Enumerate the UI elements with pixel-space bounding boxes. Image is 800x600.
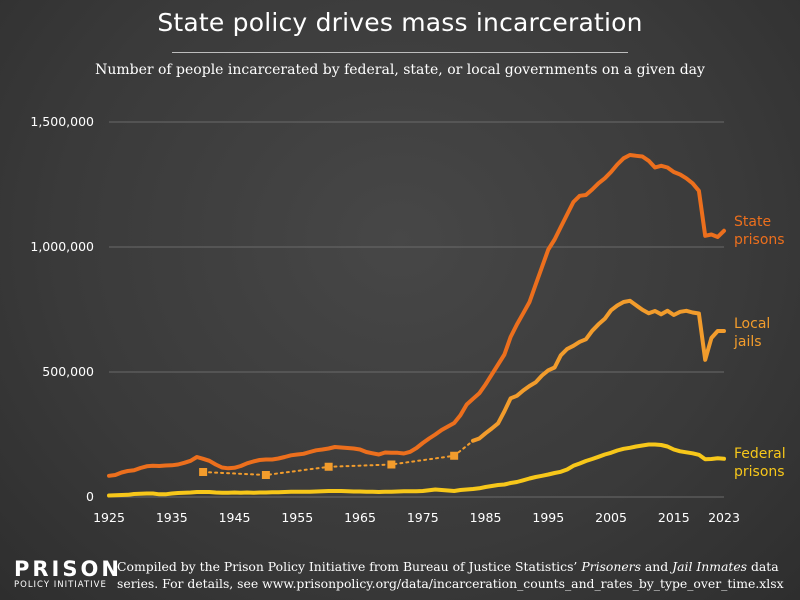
x-tick-label: 1965 xyxy=(344,510,376,525)
x-tick-label: 1925 xyxy=(93,510,125,525)
series-labels: State prisons Local jails Federal prisons xyxy=(733,214,786,480)
x-tick-label: 2015 xyxy=(658,510,690,525)
y-tick-label: 0 xyxy=(86,489,94,504)
series-line xyxy=(107,153,726,478)
y-tick-label: 500,000 xyxy=(42,364,94,379)
prison-policy-initiative-logo: PRISON POLICY INITIATIVE xyxy=(14,558,124,590)
x-tick-label: 1985 xyxy=(470,510,502,525)
series-marker xyxy=(387,460,396,469)
series-line xyxy=(107,442,726,498)
x-axis-ticks: 1925 1935 1945 1955 1965 1975 1985 1995 2005 2015… xyxy=(93,510,740,525)
y-tick-label: 1,500,000 xyxy=(30,114,94,129)
series-label: prisons xyxy=(734,464,785,480)
credit-text-1: Compiled by the Prison Policy Initiative… xyxy=(117,559,582,574)
x-tick-label: 2005 xyxy=(595,510,627,525)
title-divider xyxy=(172,52,628,53)
x-tick-label: 2023 xyxy=(708,510,740,525)
logo-line-2: POLICY INITIATIVE xyxy=(14,580,107,590)
y-tick-label: 1,000,000 xyxy=(30,239,94,254)
credit-italic-jail-inmates: Jail Inmates xyxy=(672,559,748,574)
x-tick-label: 1975 xyxy=(407,510,439,525)
source-credit: Compiled by the Prison Policy Initiative… xyxy=(117,558,797,592)
x-tick-label: 1955 xyxy=(281,510,313,525)
series-label: Federal xyxy=(734,446,786,462)
series-line xyxy=(471,298,726,443)
x-tick-label: 1995 xyxy=(532,510,564,525)
x-tick-label: 1945 xyxy=(219,510,251,525)
chart-series xyxy=(107,153,726,498)
series-label: State xyxy=(734,214,771,230)
y-axis-ticks: 0 500,000 1,000,000 1,500,000 xyxy=(30,114,94,504)
series-marker xyxy=(261,471,270,479)
chart-subtitle: Number of people incarcerated by federal… xyxy=(95,62,705,78)
credit-italic-prisoners: Prisoners xyxy=(581,559,641,574)
series-label: prisons xyxy=(734,232,785,248)
series-label: jails xyxy=(733,334,762,350)
series-marker xyxy=(199,468,208,476)
series-dotted-line xyxy=(202,439,474,477)
credit-text-2: and xyxy=(640,559,673,574)
x-tick-label: 1935 xyxy=(156,510,188,525)
credit-text-3: data series. For details, see www.prison… xyxy=(117,559,784,591)
gridlines xyxy=(109,121,724,498)
chart-title: State policy drives mass incarceration xyxy=(157,8,643,37)
series-marker xyxy=(450,451,459,460)
series-label: Local xyxy=(734,316,770,332)
series-marker xyxy=(324,462,333,471)
logo-line-1: PRISON xyxy=(14,557,122,581)
